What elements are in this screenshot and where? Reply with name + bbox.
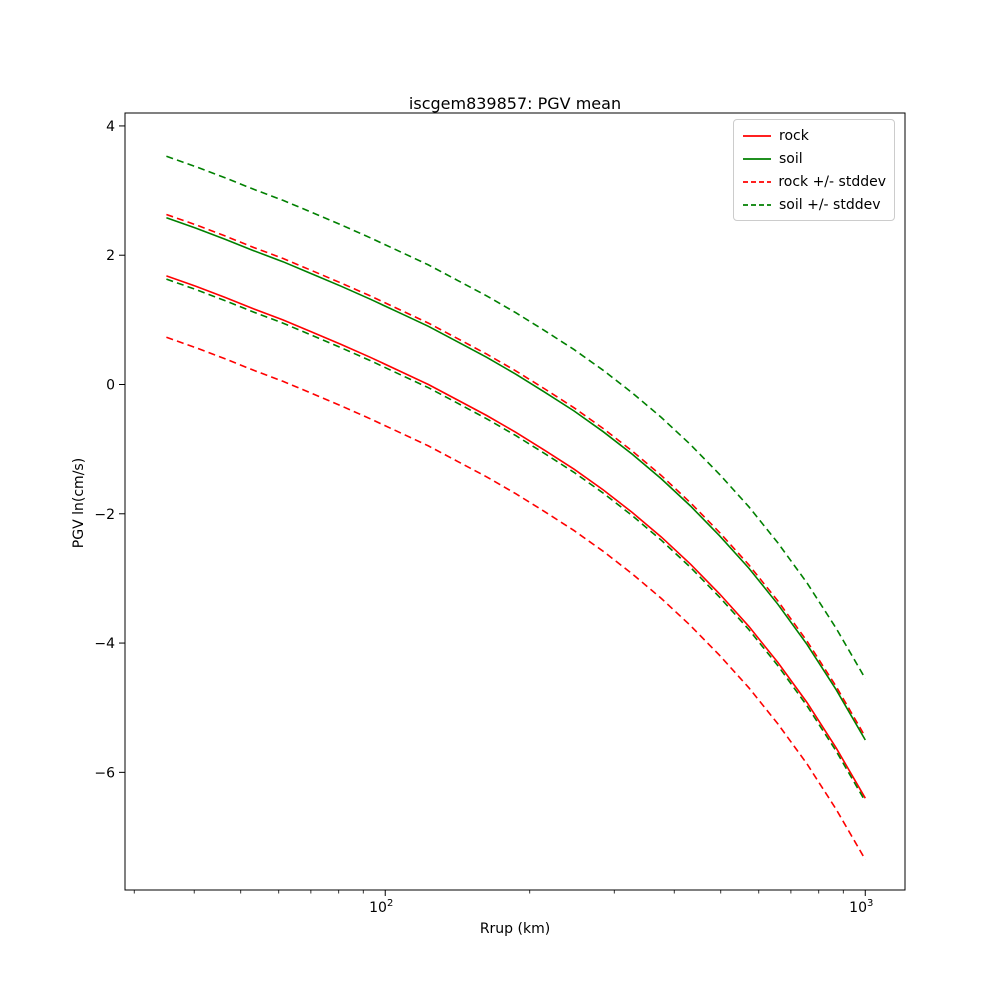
y-tick-label: 4	[106, 119, 115, 135]
x-axis-label: Rrup (km)	[479, 921, 551, 937]
y-tick-label: 0	[106, 377, 115, 393]
x-tick-label: 103	[849, 898, 873, 916]
legend-label: rock	[779, 127, 809, 144]
legend-label: soil +/- stddev	[779, 196, 881, 213]
curve-soil-plus-stddev	[166, 155, 866, 680]
legend: rock soil rock +/- stddev soil +/- stddev	[733, 119, 895, 221]
dashed-line-swatch-icon	[743, 180, 771, 183]
legend-item: rock +/- stddev	[734, 170, 894, 193]
y-axis-label: PGV ln(cm/s)	[71, 457, 87, 549]
chart-title: iscgem839857: PGV mean	[408, 94, 622, 113]
solid-line-swatch-icon	[743, 157, 771, 160]
curve-rock-minus-stddev	[166, 336, 866, 861]
curve-rock-mean	[166, 275, 866, 799]
x-tick-label: 102	[369, 898, 393, 916]
curve-soil-minus-stddev	[166, 278, 866, 802]
curve-soil-mean	[166, 216, 866, 741]
legend-label: rock +/- stddev	[778, 173, 886, 190]
axes-frame	[124, 112, 906, 891]
y-tick-label: −4	[94, 636, 115, 652]
y-tick-label: −6	[94, 765, 115, 781]
y-tick-label: −2	[94, 507, 115, 523]
dashed-line-swatch-icon	[743, 203, 771, 206]
curve-rock-plus-stddev	[166, 213, 866, 738]
legend-item: rock	[734, 124, 894, 147]
legend-item: soil +/- stddev	[734, 193, 894, 216]
legend-item: soil	[734, 147, 894, 170]
legend-label: soil	[779, 150, 803, 167]
y-tick-label: 2	[106, 248, 115, 264]
solid-line-swatch-icon	[743, 134, 771, 137]
